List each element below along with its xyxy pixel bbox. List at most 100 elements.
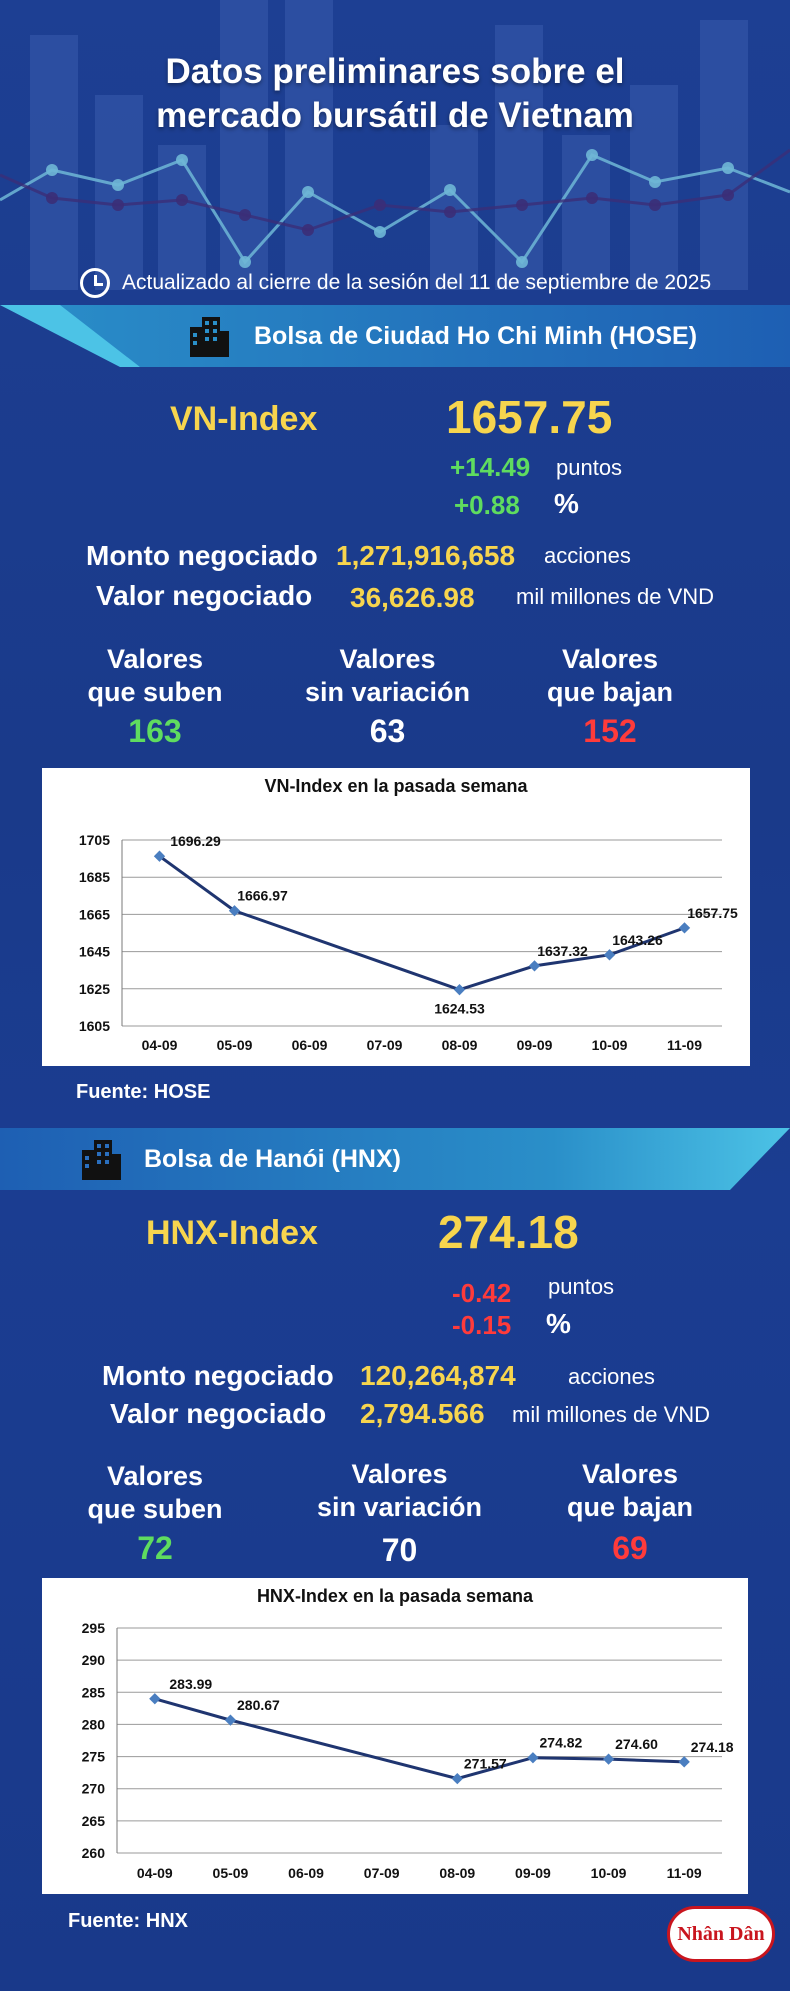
vn-change-pct-unit: %: [554, 488, 579, 519]
svg-text:08-09: 08-09: [439, 1865, 475, 1881]
svg-text:1605: 1605: [79, 1018, 110, 1034]
hnx-up-label: Valores que suben: [87, 1461, 223, 1524]
hnx-banner: Bolsa de Hanói (HNX): [78, 1129, 401, 1189]
title-line-1: Datos preliminares sobre el: [165, 52, 625, 91]
svg-text:274.18: 274.18: [691, 1739, 734, 1755]
hnx-up-count: 72: [137, 1530, 173, 1566]
svg-text:1625: 1625: [79, 981, 110, 997]
svg-text:05-09: 05-09: [213, 1865, 249, 1881]
svg-text:1705: 1705: [79, 832, 110, 848]
svg-text:1624.53: 1624.53: [434, 1001, 485, 1017]
hnx-value-label: Valor negociado: [110, 1398, 327, 1429]
hnx-value-value: 2,794.566: [360, 1398, 485, 1429]
hose-volume-unit: acciones: [544, 543, 631, 568]
building-icon: [190, 317, 229, 357]
building-icon: [82, 1140, 121, 1180]
svg-text:1645: 1645: [79, 944, 110, 960]
svg-text:05-09: 05-09: [217, 1037, 253, 1053]
hero-background-chart-icon: [0, 0, 790, 290]
hose-volume-value: 1,271,916,658: [336, 540, 516, 571]
update-text: Actualizado al cierre de la sesión del 1…: [122, 271, 712, 294]
hnx-flat-label: Valores sin variación: [316, 1459, 483, 1522]
hnx-chart-title: HNX-Index en la pasada semana: [256, 1586, 534, 1606]
hose-up-count: 163: [128, 713, 182, 749]
svg-text:280: 280: [82, 1716, 106, 1732]
hnx-volume-unit: acciones: [568, 1364, 655, 1389]
line-chart-plot: 1605 1625 1645 1665 1685 1705 04-09 05-09 06-09 0…: [79, 832, 738, 1053]
hnx-down-count: 69: [612, 1530, 648, 1566]
nhan-dan-logo: Nhân Dân: [667, 1906, 775, 1962]
svg-text:07-09: 07-09: [367, 1037, 403, 1053]
hnx-flat-count: 70: [381, 1532, 418, 1568]
hnx-down-label: Valores que bajan: [566, 1459, 694, 1522]
hose-banner-title: Bolsa de Ciudad Ho Chi Minh (HOSE): [254, 321, 698, 350]
svg-text:1696.29: 1696.29: [170, 833, 221, 849]
svg-text:1666.97: 1666.97: [237, 888, 288, 904]
vn-change-points: +14.49: [450, 452, 531, 482]
vn-chart-title: VN-Index en la pasada semana: [264, 776, 528, 796]
title-line-2: mercado bursátil de Vietnam: [156, 96, 634, 135]
hose-value-unit: mil millones de VND: [516, 584, 715, 609]
svg-text:270: 270: [82, 1781, 106, 1797]
hose-up-label: Valores que suben: [87, 644, 223, 707]
svg-text:265: 265: [82, 1813, 106, 1829]
svg-text:275: 275: [82, 1749, 106, 1765]
svg-text:274.82: 274.82: [540, 1735, 583, 1751]
page-title: Datos preliminares sobre el mercado burs…: [0, 50, 790, 138]
hnx-index-name: HNX-Index: [146, 1214, 318, 1252]
svg-text:1685: 1685: [79, 869, 110, 885]
hose-value-label: Valor negociado: [96, 580, 313, 611]
svg-text:06-09: 06-09: [292, 1037, 328, 1053]
hnx-volume-value: 120,264,874: [360, 1360, 516, 1391]
hose-down-label: Valores que bajan: [546, 644, 674, 707]
svg-text:285: 285: [82, 1684, 106, 1700]
svg-text:274.60: 274.60: [615, 1736, 658, 1752]
hose-value-value: 36,626.98: [350, 582, 475, 613]
clock-icon: [80, 268, 110, 298]
svg-text:11-09: 11-09: [667, 1865, 702, 1881]
svg-text:09-09: 09-09: [517, 1037, 553, 1053]
hnx-banner-title: Bolsa de Hanói (HNX): [144, 1144, 401, 1173]
svg-text:260: 260: [82, 1845, 106, 1861]
update-timestamp: Actualizado al cierre de la sesión del 1…: [80, 268, 711, 298]
hnx-change-points-unit: puntos: [548, 1274, 615, 1299]
hose-flat-label: Valores sin variación: [304, 644, 471, 707]
hose-down-count: 152: [583, 713, 637, 749]
hnx-value-unit: mil millones de VND: [512, 1402, 711, 1427]
hnx-banner-background: [0, 1128, 790, 1190]
svg-text:283.99: 283.99: [169, 1676, 212, 1692]
svg-text:11-09: 11-09: [667, 1037, 702, 1053]
hnx-index-chart: HNX-Index en la pasada semana 260 265 270 2…: [42, 1578, 748, 1894]
svg-text:1665: 1665: [79, 906, 110, 922]
svg-text:280.67: 280.67: [237, 1697, 280, 1713]
svg-text:1643.26: 1643.26: [612, 932, 663, 948]
hose-banner: Bolsa de Ciudad Ho Chi Minh (HOSE): [186, 306, 697, 366]
vn-change-points-unit: puntos: [556, 455, 623, 480]
hnx-source: Fuente: HNX: [68, 1910, 188, 1932]
svg-text:10-09: 10-09: [592, 1037, 628, 1053]
svg-text:06-09: 06-09: [288, 1865, 324, 1881]
svg-text:1637.32: 1637.32: [537, 943, 588, 959]
svg-text:271.57: 271.57: [464, 1756, 507, 1772]
svg-text:1657.75: 1657.75: [687, 905, 738, 921]
hnx-index-value: 274.18: [438, 1206, 579, 1258]
svg-text:04-09: 04-09: [142, 1037, 178, 1053]
hose-volume-label: Monto negociado: [86, 540, 318, 571]
hose-source: Fuente: HOSE: [76, 1081, 211, 1103]
svg-text:295: 295: [82, 1620, 106, 1636]
svg-text:09-09: 09-09: [515, 1865, 551, 1881]
vn-index-name: VN-Index: [170, 400, 318, 438]
hose-flat-count: 63: [369, 713, 406, 749]
svg-text:08-09: 08-09: [442, 1037, 478, 1053]
svg-text:290: 290: [82, 1652, 106, 1668]
hnx-change-points: -0.42: [452, 1278, 512, 1308]
line-chart-plot: 260 265 270 275 280 285 290 295 04-09 05-09 06-09 0…: [82, 1620, 734, 1881]
vn-index-value: 1657.75: [446, 391, 613, 443]
hnx-change-pct-unit: %: [546, 1308, 571, 1339]
svg-text:10-09: 10-09: [591, 1865, 627, 1881]
vn-change-pct: +0.88: [454, 490, 520, 520]
svg-text:07-09: 07-09: [364, 1865, 400, 1881]
svg-text:04-09: 04-09: [137, 1865, 173, 1881]
vn-index-chart: VN-Index en la pasada semana 1605 1625 164…: [42, 768, 750, 1066]
